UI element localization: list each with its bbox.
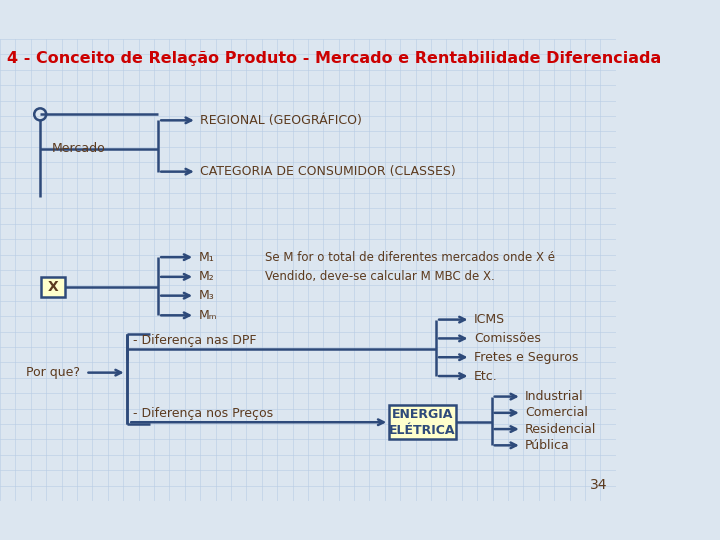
Text: Fretes e Seguros: Fretes e Seguros — [474, 351, 578, 364]
Text: M₂: M₂ — [199, 271, 214, 284]
Text: Vendido, deve-se calcular M MBC de X.: Vendido, deve-se calcular M MBC de X. — [265, 271, 495, 284]
Text: 34: 34 — [590, 478, 607, 492]
Text: Industrial: Industrial — [525, 390, 584, 403]
Text: Mercado: Mercado — [51, 142, 105, 155]
Text: ENERGIA
ELÉTRICA: ENERGIA ELÉTRICA — [390, 408, 456, 437]
Text: 4 - Conceito de Relação Produto - Mercado e Rentabilidade Diferenciada: 4 - Conceito de Relação Produto - Mercad… — [7, 51, 661, 66]
Text: Etc.: Etc. — [474, 369, 498, 382]
Text: Se M for o total de diferentes mercados onde X é: Se M for o total de diferentes mercados … — [265, 251, 555, 264]
Text: M₁: M₁ — [199, 251, 214, 264]
Text: M₃: M₃ — [199, 289, 214, 302]
Text: Mₘ: Mₘ — [199, 309, 217, 322]
Text: ICMS: ICMS — [474, 313, 505, 326]
Text: - Diferença nas DPF: - Diferença nas DPF — [132, 334, 256, 347]
Text: Por que?: Por que? — [26, 366, 80, 379]
FancyBboxPatch shape — [389, 405, 456, 440]
Text: Pública: Pública — [525, 439, 570, 452]
FancyBboxPatch shape — [41, 277, 65, 298]
Text: Residencial: Residencial — [525, 423, 596, 436]
Text: REGIONAL (GEOGRÁFICO): REGIONAL (GEOGRÁFICO) — [200, 114, 362, 127]
Text: CATEGORIA DE CONSUMIDOR (CLASSES): CATEGORIA DE CONSUMIDOR (CLASSES) — [200, 165, 456, 178]
Text: - Diferença nos Preços: - Diferença nos Preços — [132, 407, 273, 420]
Text: Comissões: Comissões — [474, 332, 541, 345]
Text: X: X — [48, 280, 58, 294]
Text: Comercial: Comercial — [525, 406, 588, 420]
